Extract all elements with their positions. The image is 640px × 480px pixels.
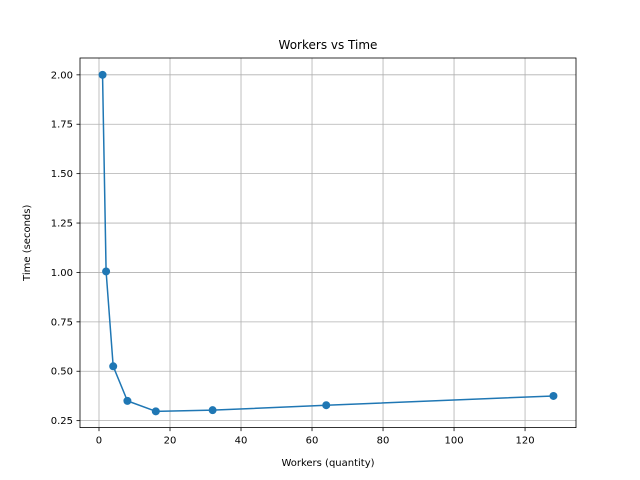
x-tick-label: 100 (444, 436, 463, 447)
data-point (109, 362, 118, 371)
x-tick-label: 20 (164, 436, 177, 447)
y-tick-label: 1.00 (51, 268, 73, 279)
axes-frame (79, 57, 577, 429)
data-point (549, 391, 558, 400)
x-tick-label: 120 (516, 436, 535, 447)
y-tick-label: 0.50 (51, 367, 73, 378)
y-tick-label: 1.50 (51, 169, 73, 180)
y-tick-label: 0.25 (51, 416, 73, 427)
data-point (208, 406, 217, 415)
plot-area (80, 58, 576, 428)
y-tick-label: 0.75 (51, 317, 73, 328)
x-axis: 0 20 40 60 80 100 120 (96, 427, 535, 447)
x-axis-label: Workers (quantity) (281, 458, 374, 469)
y-tick-label: 1.75 (51, 120, 73, 131)
y-tick-label: 1.25 (51, 219, 73, 230)
data-point (102, 267, 111, 276)
y-axis: 0.25 0.50 0.75 1.00 1.25 1.50 1.75 2.00 (51, 70, 80, 427)
series-line (101, 74, 554, 413)
chart-title: Workers vs Time (279, 38, 378, 52)
x-tick-label: 60 (306, 436, 319, 447)
grid (80, 58, 576, 428)
y-axis-label: Time (seconds) (22, 205, 33, 282)
series-layer (98, 70, 558, 416)
x-tick-label: 80 (377, 436, 390, 447)
x-tick-label: 40 (235, 436, 248, 447)
y-tick-label: 2.00 (51, 70, 73, 81)
data-point (322, 401, 331, 410)
x-tick-label: 0 (96, 436, 102, 447)
data-point (151, 407, 160, 416)
data-point (123, 396, 132, 405)
data-point (98, 70, 107, 79)
